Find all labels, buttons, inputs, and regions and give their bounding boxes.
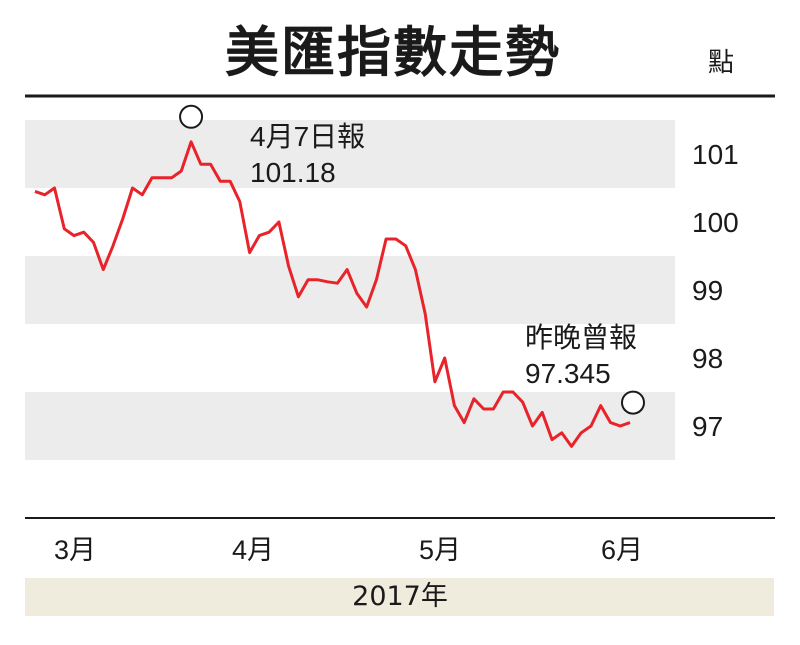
y-axis-unit: 點 <box>708 48 735 78</box>
x-tick-labels: 3月 4月 5月 6月 <box>54 535 643 565</box>
x-tick-label: 6月 <box>601 535 643 565</box>
grid-bands <box>25 120 675 460</box>
annotation-value: 97.345 <box>525 358 611 389</box>
annotation-value: 101.18 <box>250 157 336 188</box>
annotations: 4月7日報 101.18 昨晚曾報 97.345 <box>179 104 645 415</box>
annotation-marker <box>179 104 204 129</box>
grid-band <box>25 256 675 324</box>
year-label: 2017年 <box>352 581 448 612</box>
y-tick-label: 99 <box>692 275 723 306</box>
grid-band <box>25 120 675 188</box>
y-tick-label: 101 <box>692 139 739 170</box>
x-tick-label: 5月 <box>419 535 461 565</box>
x-tick-label: 3月 <box>54 535 96 565</box>
y-tick-label: 98 <box>692 343 723 374</box>
y-tick-labels: 101 100 99 98 97 <box>692 139 739 442</box>
series-line <box>34 140 631 448</box>
y-tick-label: 100 <box>692 207 739 238</box>
x-tick-label: 4月 <box>232 535 274 565</box>
annotation-marker <box>621 390 645 415</box>
footer-band <box>25 578 774 616</box>
annotation-label: 4月7日報 <box>250 121 365 152</box>
annotation-label: 昨晚曾報 <box>525 322 637 353</box>
y-tick-label: 97 <box>692 411 723 442</box>
grid-band <box>25 392 675 460</box>
chart-title: 美匯指數走勢 <box>225 20 561 84</box>
